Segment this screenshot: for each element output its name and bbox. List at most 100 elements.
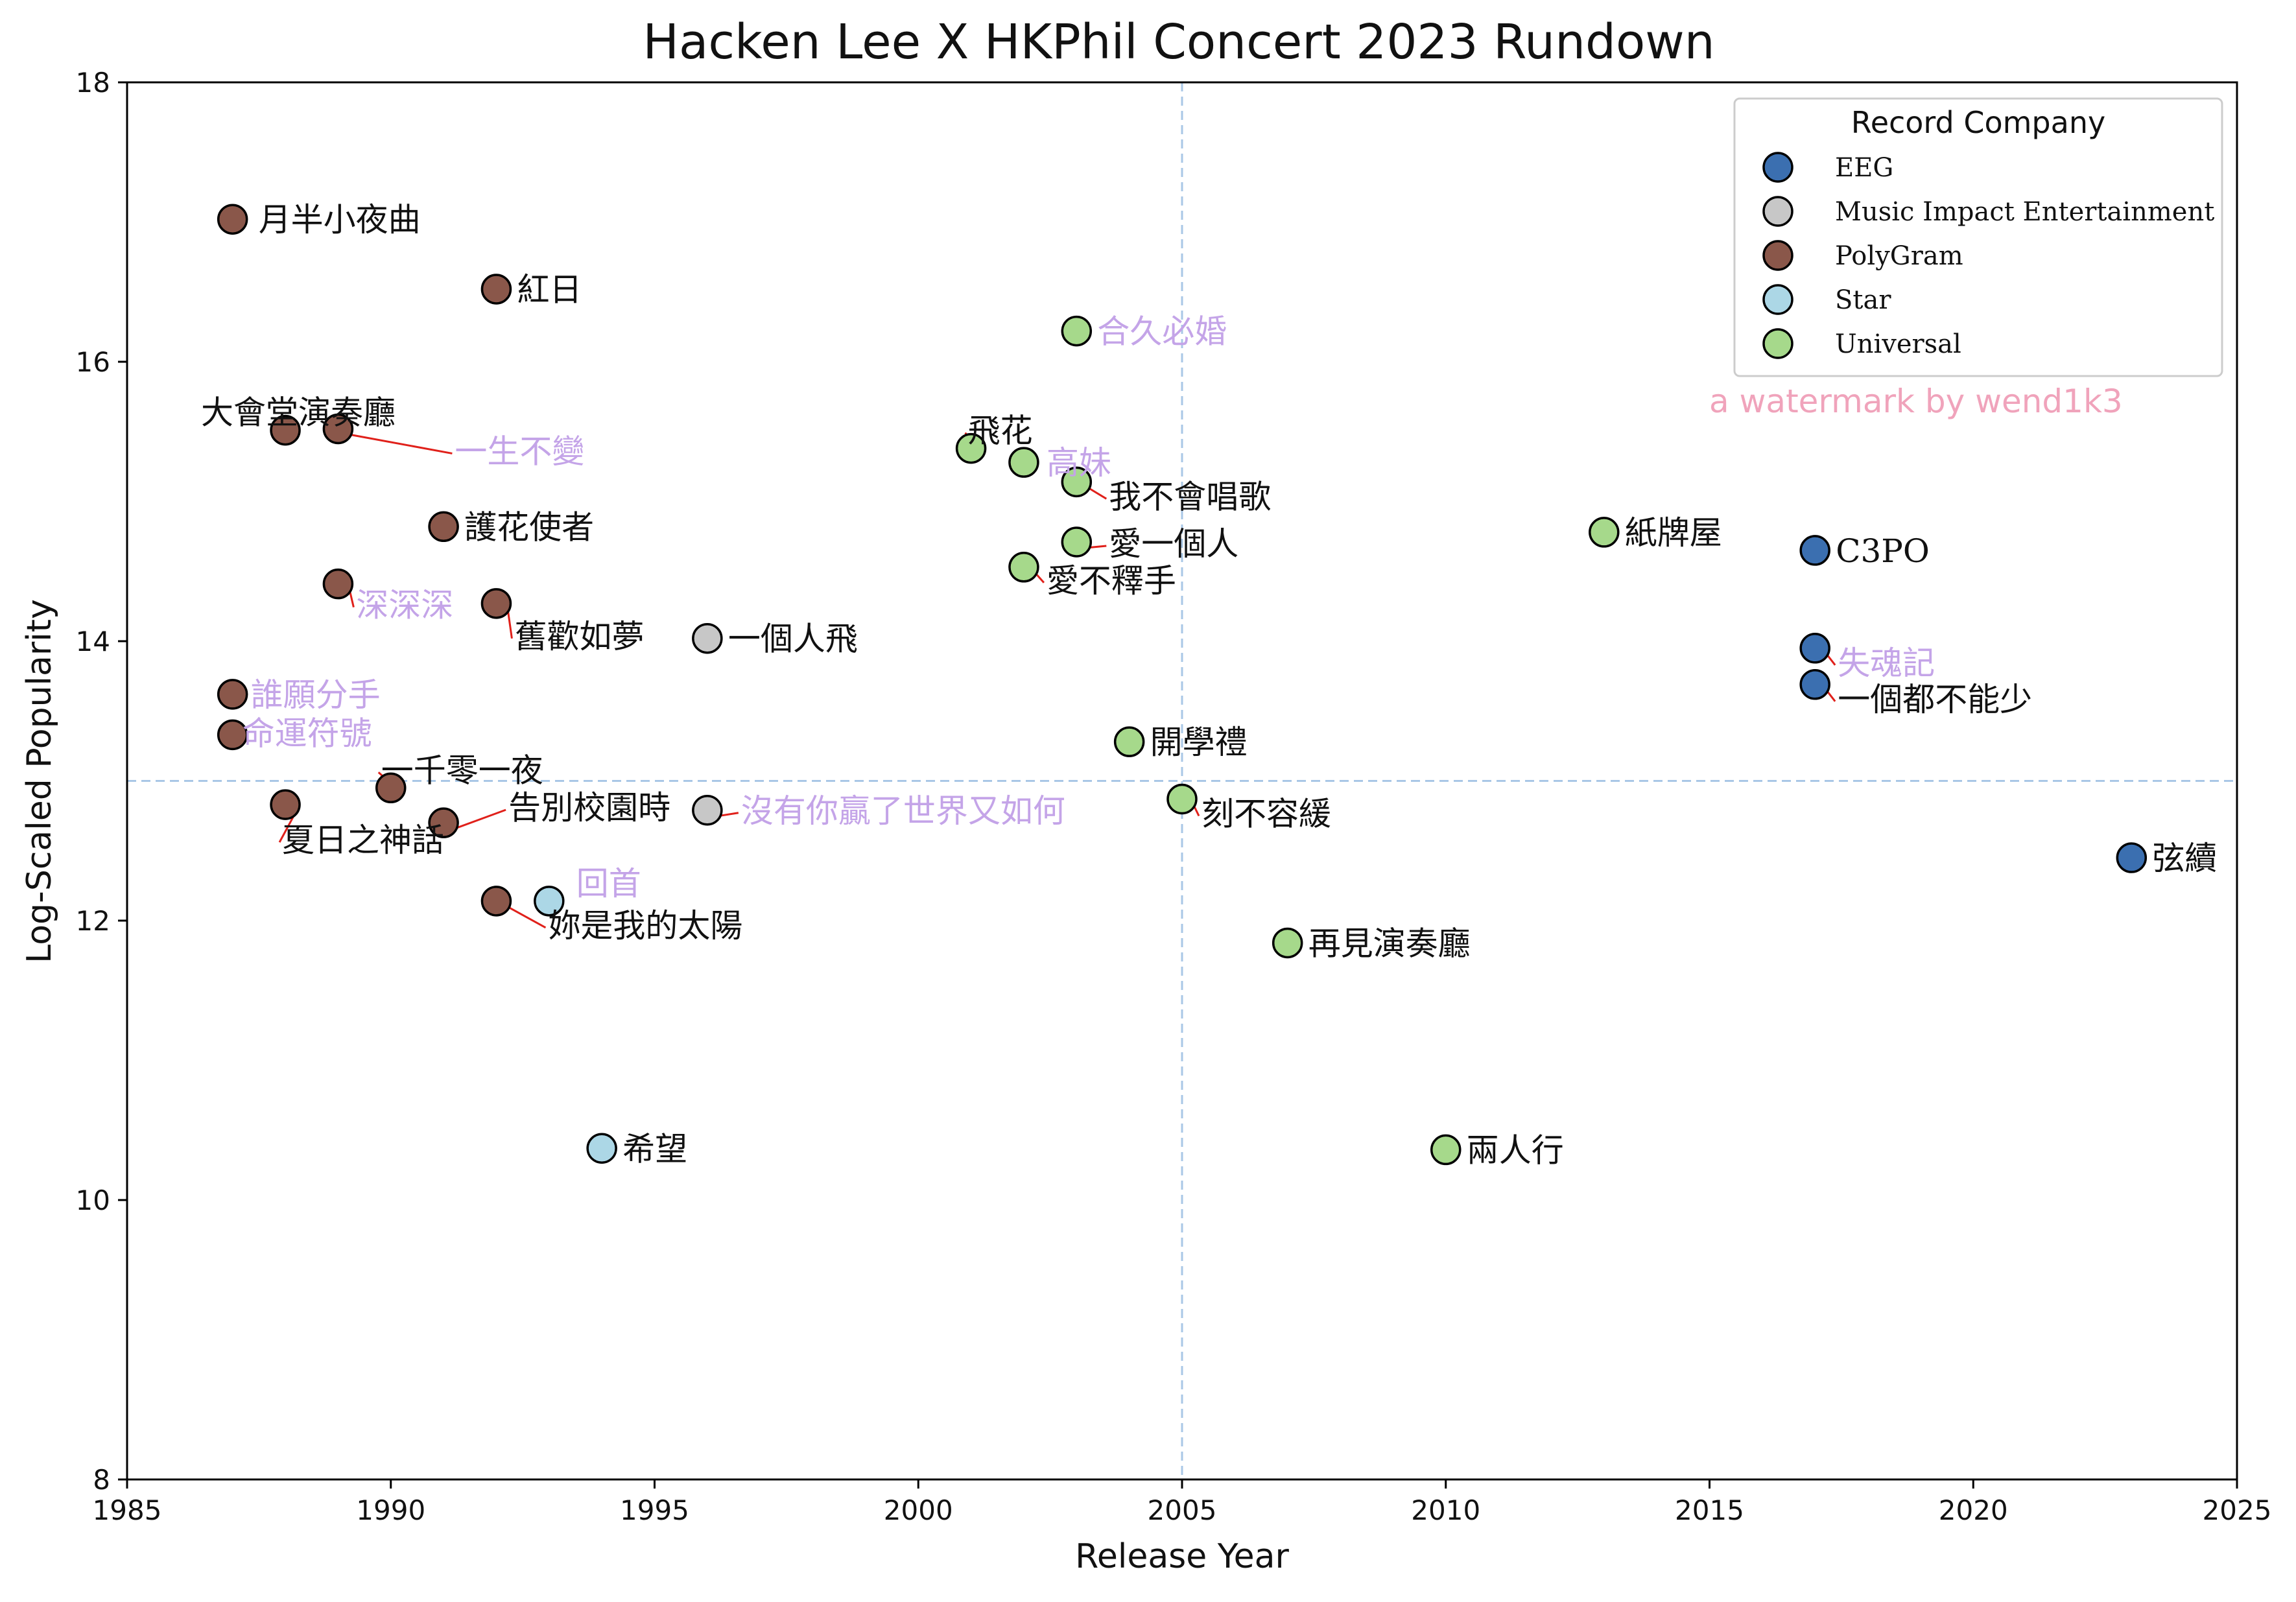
y-tick-label: 16: [76, 346, 110, 378]
point-label: 大會堂演奏廳: [201, 394, 396, 432]
point-label: 月半小夜曲: [259, 201, 421, 239]
data-point: [270, 414, 301, 446]
x-axis: 1985 1990 1995 2000 2005 2010 2015 2020 2025: [93, 1479, 2272, 1526]
x-tick-label: 2005: [1148, 1494, 1217, 1526]
data-point: [217, 204, 248, 235]
point-label: 深深深: [356, 587, 453, 624]
data-point: [2116, 842, 2148, 873]
legend-box: [1733, 97, 2223, 377]
legend-label: Universal: [1835, 329, 1961, 359]
data-point: [1061, 526, 1093, 558]
data-point: [217, 719, 248, 751]
legend-label: Music Impact Entertainment: [1835, 197, 2214, 227]
point-label: 回首: [576, 865, 641, 902]
data-point: [586, 1133, 617, 1164]
label-connector: [349, 433, 453, 454]
y-tick-label: 8: [93, 1464, 110, 1496]
y-axis: 8 10 12 14 16 18: [76, 67, 127, 1496]
data-point: [534, 886, 565, 917]
data-point: [322, 568, 354, 600]
point-label: 沒有你贏了世界又如何: [741, 792, 1065, 830]
data-point: [1799, 669, 1830, 700]
point-label: 妳是我的太陽: [548, 907, 742, 945]
point-label: 再見演奏廳: [1308, 925, 1471, 962]
x-tick-label: 2000: [884, 1494, 953, 1526]
x-tick-label: 2025: [2203, 1494, 2272, 1526]
legend-title: Record Company: [1851, 105, 2105, 140]
data-points: [217, 204, 2148, 1166]
label-connector: [506, 609, 513, 639]
point-label: 我不會唱歌: [1109, 478, 1271, 515]
x-tick-label: 2020: [1939, 1494, 2008, 1526]
point-label: 失魂記: [1838, 644, 1935, 682]
data-point: [428, 511, 459, 543]
data-point: [1799, 535, 1830, 566]
point-label: 護花使者: [464, 508, 594, 546]
point-label: 刻不容緩: [1201, 795, 1331, 833]
point-label: 紙牌屋: [1625, 514, 1722, 552]
point-label: 一千零一夜: [381, 751, 543, 789]
label-connector: [455, 808, 506, 830]
data-point: [480, 274, 512, 305]
x-tick-label: 2010: [1411, 1494, 1480, 1526]
legend: Record Company EEG Music Impact Entertain…: [1733, 97, 2223, 377]
x-tick-label: 1990: [356, 1494, 425, 1526]
legend-label: EEG: [1835, 153, 1893, 183]
x-tick-label: 2015: [1675, 1494, 1744, 1526]
point-label: C3PO: [1836, 532, 1930, 570]
point-label: 兩人行: [1467, 1131, 1564, 1169]
y-tick-label: 18: [76, 67, 110, 99]
point-label: 高妹: [1047, 444, 1111, 482]
data-point: [955, 432, 987, 464]
chart-title: Hacken Lee X HKPhil Concert 2023 Rundown: [643, 14, 1714, 70]
point-label: 舊歡如夢: [514, 618, 644, 655]
y-tick-label: 10: [76, 1184, 110, 1216]
data-point: [1061, 466, 1093, 498]
watermark: a watermark by wend1k3: [1709, 383, 2123, 420]
data-point: [692, 795, 723, 826]
y-tick-label: 12: [76, 905, 110, 937]
point-label: 開學禮: [1150, 724, 1248, 761]
legend-label: PolyGram: [1835, 241, 1963, 271]
x-tick-label: 1985: [93, 1494, 162, 1526]
label-connector: [507, 906, 547, 929]
data-point: [217, 679, 248, 710]
legend-swatch: [1762, 240, 1793, 271]
point-label: 夏日之神話: [282, 821, 444, 859]
data-point: [1061, 315, 1093, 347]
legend-items: EEG Music Impact Entertainment PolyGram Sta…: [1762, 152, 2214, 359]
point-label: 飛花: [968, 412, 1033, 450]
point-label: 弦續: [2152, 840, 2217, 877]
data-point: [322, 413, 354, 445]
data-point: [480, 588, 512, 619]
data-point: [1272, 927, 1303, 959]
point-label: 合久必婚: [1097, 313, 1227, 351]
data-point: [428, 807, 459, 838]
point-label: 一生不變: [455, 432, 584, 470]
data-point: [270, 789, 301, 820]
point-label: 紅日: [517, 271, 582, 309]
point-label: 愛不釋手: [1047, 562, 1176, 600]
x-axis-label: Release Year: [1075, 1537, 1289, 1576]
data-point: [1799, 633, 1830, 664]
legend-swatch: [1762, 328, 1793, 359]
point-label: 誰願分手: [251, 676, 381, 714]
data-point: [1008, 552, 1039, 583]
data-point: [1430, 1134, 1462, 1166]
data-point: [1166, 783, 1198, 815]
point-label: 一個都不能少: [1838, 681, 2032, 718]
legend-swatch: [1762, 152, 1793, 183]
label-connector: [1087, 486, 1107, 500]
point-label: 告別校園時: [508, 789, 670, 827]
y-axis-label: Log-Scaled Popularity: [20, 599, 59, 963]
y-tick-label: 14: [76, 626, 110, 657]
data-point: [692, 622, 723, 654]
point-label: 希望: [622, 1130, 687, 1168]
data-point: [1008, 447, 1039, 478]
legend-swatch: [1762, 196, 1793, 227]
data-point: [1113, 726, 1145, 757]
song-labels: 月半小夜曲紅日大會堂演奏廳一生不變護花使者深深深舊歡如夢誰願分手命運符號一千零一…: [201, 201, 2217, 1169]
data-point: [1589, 517, 1620, 548]
label-connector: [718, 812, 739, 818]
